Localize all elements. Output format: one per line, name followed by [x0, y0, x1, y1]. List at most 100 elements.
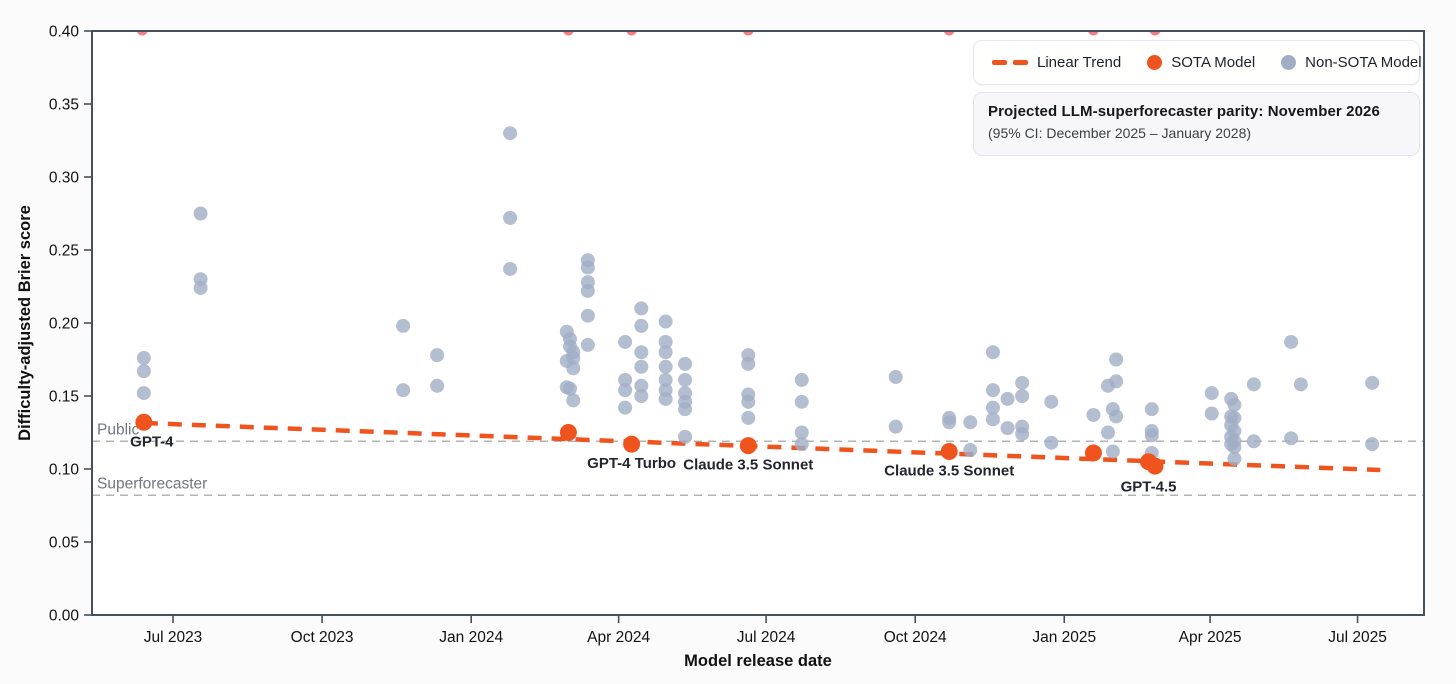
- non-sota-point: [1365, 375, 1380, 390]
- non-sota-point: [580, 337, 595, 352]
- chart-legend: Linear Trend SOTA Model Non-SOTA Model: [973, 40, 1422, 85]
- y-tick-label: 0.15: [49, 389, 79, 406]
- non-sota-point: [985, 412, 1000, 427]
- sota-point: [739, 437, 757, 455]
- non-sota-point: [396, 318, 411, 333]
- non-sota-point: [794, 394, 809, 409]
- x-tick-label: Jul 2023: [144, 629, 203, 646]
- sota-point-label: GPT-4: [130, 433, 174, 450]
- non-sota-point: [618, 383, 633, 398]
- non-sota-point: [658, 345, 673, 360]
- clipped-point: [1088, 31, 1099, 36]
- non-sota-point: [1015, 426, 1030, 441]
- legend-item-linear-trend: Linear Trend: [992, 54, 1121, 71]
- clipped-point: [626, 31, 638, 36]
- clipped-point: [1149, 31, 1161, 36]
- non-sota-point: [580, 283, 595, 298]
- sota-points: [135, 413, 1164, 475]
- non-sota-point: [634, 301, 649, 316]
- non-sota-point: [503, 126, 518, 141]
- non-sota-point: [794, 437, 809, 452]
- non-sota-point: [794, 372, 809, 387]
- non-sota-point: [1086, 407, 1101, 422]
- y-tick-label: 0.25: [49, 243, 79, 260]
- non-sota-point: [1015, 389, 1030, 403]
- non-sota-point: [618, 334, 633, 349]
- sota-point-label: GPT-4 Turbo: [587, 455, 676, 472]
- non-sota-point: [634, 389, 649, 403]
- sota-dot-icon: [1147, 55, 1163, 70]
- clipped-point: [136, 31, 148, 36]
- sota-point: [1146, 457, 1164, 475]
- non-sota-point: [888, 419, 903, 434]
- legend-item-label: Linear Trend: [1037, 54, 1122, 71]
- non-sota-point: [503, 261, 518, 276]
- legend-item-label: SOTA Model: [1171, 54, 1256, 71]
- non-sota-point: [678, 356, 693, 371]
- non-sota-point: [1227, 397, 1242, 412]
- non-sota-point: [741, 394, 756, 409]
- sota-point-label: Claude 3.5 Sonnet: [683, 457, 813, 474]
- non-sota-point: [634, 318, 649, 333]
- non-sota-point: [618, 400, 633, 415]
- non-sota-point: [1246, 434, 1261, 449]
- non-sota-point: [741, 410, 756, 425]
- legend-item-non-sota-model: Non-SOTA Model: [1281, 54, 1422, 71]
- x-tick-label: Apr 2025: [1179, 629, 1242, 646]
- reference-line-label: Superforecaster: [97, 475, 207, 492]
- y-tick-label: 0.00: [49, 608, 80, 625]
- non-sota-point: [136, 351, 151, 366]
- clipped-point: [742, 31, 754, 36]
- non-sota-point: [503, 210, 518, 225]
- non-sota-point: [1284, 431, 1299, 446]
- non-sota-point: [1000, 391, 1015, 406]
- legend-item-sota-model: SOTA Model: [1147, 54, 1255, 71]
- non-sota-point: [678, 402, 693, 417]
- x-axis-title: Model release date: [684, 652, 832, 670]
- non-sota-point: [1293, 377, 1308, 392]
- non-sota-point: [658, 391, 673, 406]
- y-tick-label: 0.10: [49, 462, 80, 479]
- clipped-point: [563, 31, 574, 36]
- non-sota-point: [430, 378, 445, 393]
- non-sota-point: [888, 370, 903, 385]
- non-sota-points: [136, 126, 1380, 466]
- parity-projection-annotation: Projected LLM-superforecaster parity: No…: [973, 92, 1420, 156]
- x-tick-label: Oct 2023: [291, 629, 354, 646]
- non-sota-point: [741, 356, 756, 371]
- non-sota-point: [985, 345, 1000, 360]
- reference-line-label: Public: [97, 421, 139, 438]
- y-tick-label: 0.35: [49, 97, 79, 114]
- non-sota-point: [1044, 394, 1059, 409]
- x-tick-label: Jul 2025: [1328, 629, 1387, 646]
- non-sota-dot-icon: [1281, 55, 1297, 70]
- clipped-point: [943, 31, 955, 36]
- non-sota-point: [678, 372, 693, 387]
- non-sota-point: [1227, 451, 1242, 466]
- non-sota-point: [634, 378, 649, 393]
- non-sota-point: [634, 359, 649, 374]
- sota-point: [1084, 444, 1102, 462]
- non-sota-point: [1044, 435, 1059, 450]
- clipped-points: [136, 31, 1161, 36]
- non-sota-point: [1365, 437, 1380, 452]
- y-tick-label: 0.30: [49, 170, 80, 187]
- sota-point-label: GPT-4.5: [1121, 479, 1177, 496]
- sota-point-label: Claude 3.5 Sonnet: [884, 462, 1014, 479]
- non-sota-point: [1246, 377, 1261, 392]
- non-sota-point: [1144, 428, 1159, 443]
- non-sota-point: [963, 443, 978, 458]
- non-sota-point: [566, 393, 581, 408]
- non-sota-point: [794, 425, 809, 440]
- x-tick-label: Oct 2024: [884, 629, 947, 646]
- y-tick-label: 0.05: [49, 535, 79, 552]
- non-sota-point: [985, 383, 1000, 398]
- non-sota-point: [963, 415, 978, 430]
- non-sota-point: [1227, 410, 1242, 425]
- x-tick-label: Jul 2024: [737, 629, 796, 646]
- y-tick-label: 0.40: [49, 24, 80, 41]
- sota-point: [940, 442, 958, 460]
- non-sota-point: [566, 361, 581, 376]
- non-sota-point: [1144, 402, 1159, 417]
- non-sota-point: [396, 383, 411, 398]
